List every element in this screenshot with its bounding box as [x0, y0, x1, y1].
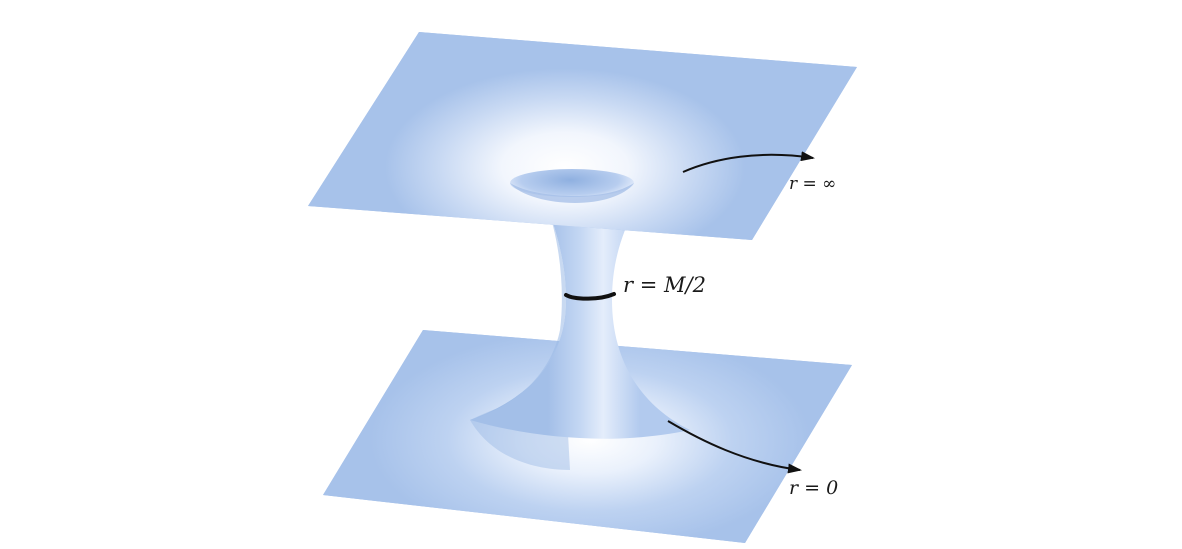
label-r-infinity: r = ∞ — [789, 174, 836, 194]
label-r-throat: r = M/2 — [623, 273, 706, 297]
arrow-outward — [682, 151, 815, 173]
arrow-inward — [667, 420, 802, 474]
throat — [470, 198, 690, 439]
throat-ring — [564, 292, 616, 301]
label-r-zero: r = 0 — [789, 477, 838, 499]
upper-sheet — [308, 32, 857, 240]
